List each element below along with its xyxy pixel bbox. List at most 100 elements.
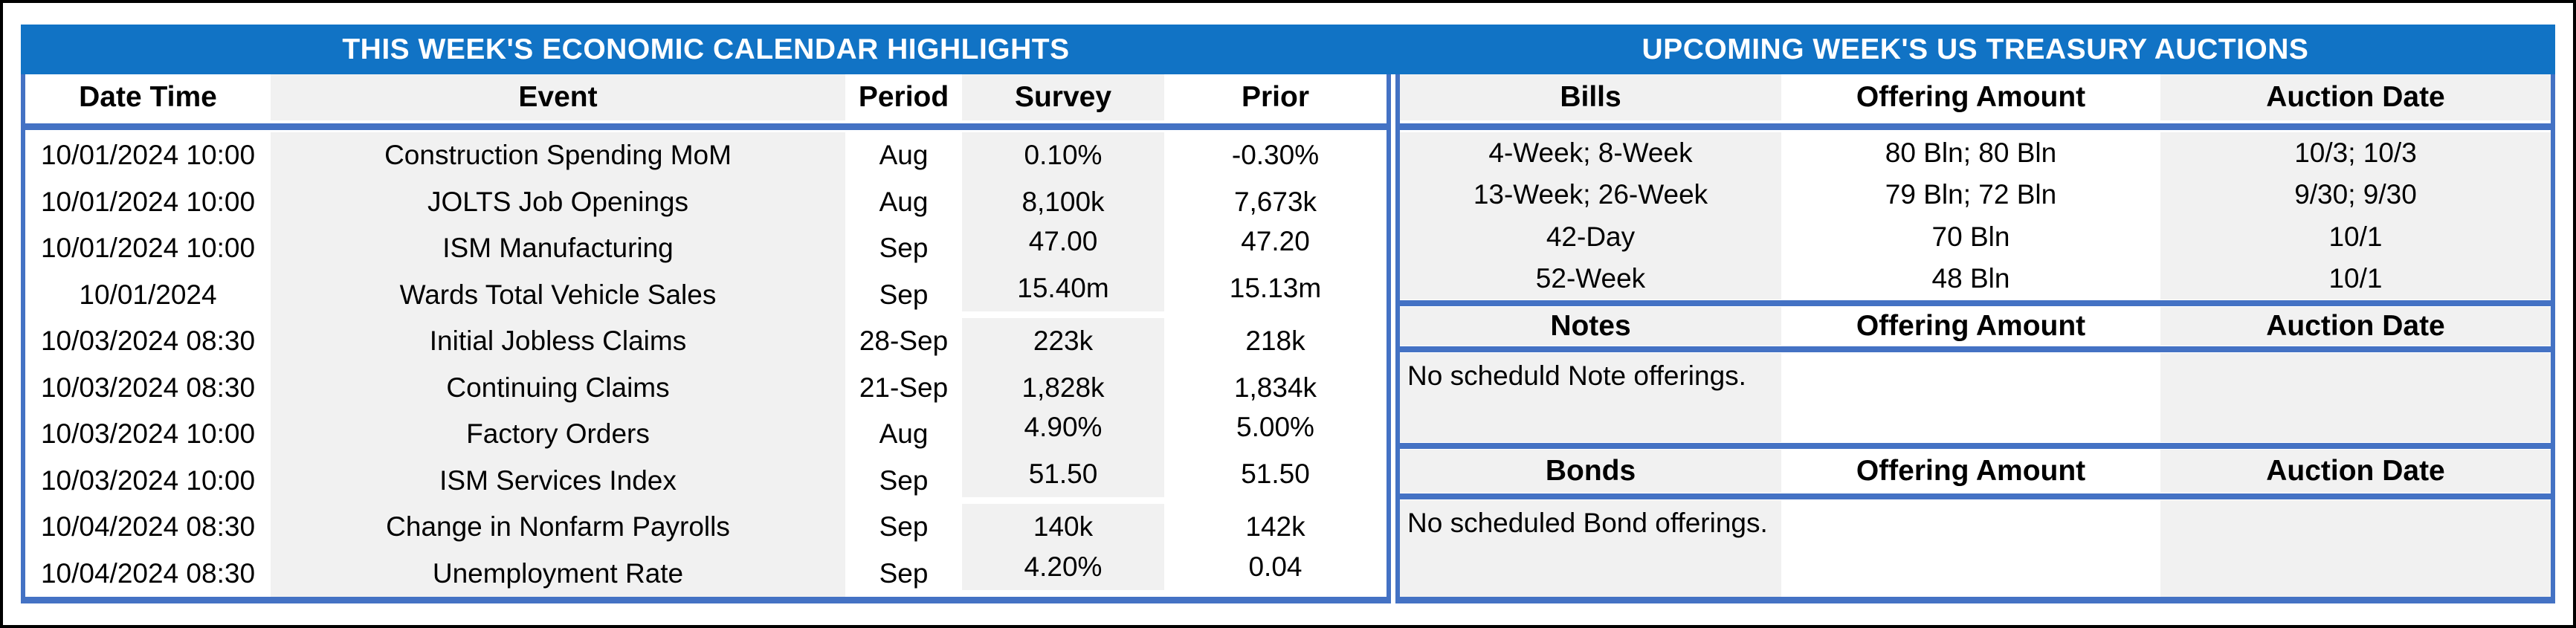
survey-cell: 4.20% bbox=[962, 543, 1164, 590]
prior-cell: 1,834k bbox=[1233, 372, 1317, 403]
period-cell: Sep bbox=[879, 233, 929, 264]
bills-row: 42-Day 70 Bln 10/1 bbox=[1400, 216, 2551, 258]
calendar-row: 10/03/2024 08:30 Initial Jobless Claims … bbox=[25, 318, 1387, 365]
bill-term-cell: 52-Week bbox=[1400, 257, 1781, 300]
date-time-cell: 10/04/2024 08:30 bbox=[40, 511, 256, 543]
event-cell: JOLTS Job Openings bbox=[271, 178, 845, 225]
date-time-cell: 10/03/2024 10:00 bbox=[40, 418, 256, 450]
section-divider-line bbox=[1400, 493, 2551, 499]
date-time-cell: 10/04/2024 08:30 bbox=[40, 557, 256, 589]
column-header-notes: Notes bbox=[1400, 307, 1781, 346]
header-divider-line bbox=[1400, 123, 2551, 130]
column-header-auction-date: Auction Date bbox=[2160, 307, 2551, 346]
divider-gap bbox=[25, 120, 1387, 123]
offering-amount-cell: 80 Bln; 80 Bln bbox=[1885, 137, 2057, 169]
offering-amount-cell bbox=[1781, 353, 2160, 442]
calendar-row: 10/04/2024 08:30 Change in Nonfarm Payro… bbox=[25, 504, 1387, 551]
calendar-rows: 10/01/2024 10:00 Construction Spending M… bbox=[25, 132, 1387, 597]
auctions-title: UPCOMING WEEK'S US TREASURY AUCTIONS bbox=[1642, 33, 2309, 65]
bills-header-row: Bills Offering Amount Auction Date bbox=[1400, 74, 2551, 120]
bill-term-cell: 13-Week; 26-Week bbox=[1400, 174, 1781, 216]
date-time-cell: 10/03/2024 10:00 bbox=[40, 464, 256, 496]
bonds-message-cell: No scheduled Bond offerings. bbox=[1400, 500, 1781, 597]
period-cell: Sep bbox=[879, 279, 929, 310]
column-header-offering-amount: Offering Amount bbox=[1856, 310, 2086, 342]
calendar-header-row: Date Time Event Period Survey Prior bbox=[25, 74, 1387, 120]
event-cell: Wards Total Vehicle Sales bbox=[271, 271, 845, 318]
calendar-title: THIS WEEK'S ECONOMIC CALENDAR HIGHLIGHTS bbox=[342, 33, 1070, 65]
calendar-row: 10/04/2024 08:30 Unemployment Rate Sep 4… bbox=[25, 543, 1387, 597]
prior-cell: 142k bbox=[1245, 511, 1305, 543]
survey-cell: 223k bbox=[962, 318, 1164, 365]
bill-term-cell: 4-Week; 8-Week bbox=[1400, 132, 1781, 175]
treasury-auctions-table: Bills Offering Amount Auction Date 4-Wee… bbox=[1395, 74, 2555, 603]
prior-cell: 15.13m bbox=[1229, 272, 1322, 303]
survey-cell: 1,828k bbox=[962, 364, 1164, 411]
calendar-row: 10/01/2024 10:00 Construction Spending M… bbox=[25, 132, 1387, 179]
event-cell: Unemployment Rate bbox=[271, 550, 845, 597]
event-cell: Change in Nonfarm Payrolls bbox=[271, 504, 845, 551]
survey-cell: 4.90% bbox=[962, 404, 1164, 451]
period-cell: Aug bbox=[879, 140, 929, 171]
column-header-date-time: Date Time bbox=[79, 81, 217, 113]
date-time-cell: 10/03/2024 08:30 bbox=[40, 326, 256, 357]
column-header-auction-date: Auction Date bbox=[2160, 74, 2551, 120]
bills-row: 13-Week; 26-Week 79 Bln; 72 Bln 9/30; 9/… bbox=[1400, 174, 2551, 216]
calendar-row: 10/01/2024 Wards Total Vehicle Sales Sep… bbox=[25, 265, 1387, 318]
divider-gap bbox=[25, 130, 1387, 132]
offering-amount-cell: 79 Bln; 72 Bln bbox=[1885, 179, 2057, 210]
column-header-event: Event bbox=[271, 74, 845, 120]
date-time-cell: 10/01/2024 bbox=[79, 279, 217, 310]
period-cell: Sep bbox=[879, 464, 929, 496]
prior-cell: 5.00% bbox=[1236, 412, 1314, 443]
auction-date-cell: 10/1 bbox=[2160, 216, 2551, 258]
column-header-offering-amount: Offering Amount bbox=[1856, 81, 2086, 113]
survey-cell: 15.40m bbox=[962, 265, 1164, 311]
period-cell: Aug bbox=[879, 418, 929, 450]
auction-date-cell: 10/3; 10/3 bbox=[2160, 132, 2551, 175]
prior-cell: -0.30% bbox=[1231, 140, 1320, 171]
auction-date-cell bbox=[2160, 500, 2551, 597]
table-bottom-border bbox=[25, 597, 1387, 603]
offering-amount-cell: 70 Bln bbox=[1931, 221, 2010, 252]
auction-date-cell bbox=[2160, 353, 2551, 442]
bill-term-cell: 42-Day bbox=[1400, 216, 1781, 258]
period-cell: 21-Sep bbox=[859, 372, 949, 403]
column-header-period: Period bbox=[858, 81, 949, 113]
survey-cell: 51.50 bbox=[962, 450, 1164, 497]
survey-cell: 8,100k bbox=[962, 178, 1164, 225]
bills-rows: 4-Week; 8-Week 80 Bln; 80 Bln 10/3; 10/3… bbox=[1400, 132, 2551, 300]
bills-row: 4-Week; 8-Week 80 Bln; 80 Bln 10/3; 10/3 bbox=[1400, 132, 2551, 175]
period-cell: Aug bbox=[879, 186, 929, 217]
calendar-row: 10/03/2024 10:00 Factory Orders Aug 4.90… bbox=[25, 404, 1387, 458]
table-bottom-border bbox=[1400, 597, 2551, 603]
notes-message-row: No scheduld Note offerings. bbox=[1400, 353, 2551, 442]
survey-cell: 0.10% bbox=[962, 132, 1164, 179]
column-header-prior: Prior bbox=[1241, 81, 1310, 113]
period-cell: Sep bbox=[879, 511, 929, 543]
event-cell: Continuing Claims bbox=[271, 364, 845, 411]
prior-cell: 218k bbox=[1245, 326, 1305, 357]
header-divider-line bbox=[25, 123, 1387, 130]
event-cell: Factory Orders bbox=[271, 411, 845, 458]
section-divider-line bbox=[1400, 443, 2551, 449]
calendar-row: 10/03/2024 10:00 ISM Services Index Sep … bbox=[25, 450, 1387, 504]
column-header-survey: Survey bbox=[962, 74, 1164, 120]
column-header-offering-amount: Offering Amount bbox=[1856, 455, 2086, 487]
prior-cell: 47.20 bbox=[1241, 226, 1310, 257]
date-time-cell: 10/01/2024 10:00 bbox=[40, 140, 256, 171]
calendar-row: 10/01/2024 10:00 JOLTS Job Openings Aug … bbox=[25, 178, 1387, 225]
date-time-cell: 10/01/2024 10:00 bbox=[40, 186, 256, 217]
prior-cell: 0.04 bbox=[1248, 551, 1302, 582]
period-cell: Sep bbox=[879, 557, 929, 589]
prior-cell: 7,673k bbox=[1233, 186, 1317, 217]
column-header-bonds: Bonds bbox=[1400, 450, 1781, 493]
column-header-bills: Bills bbox=[1400, 74, 1781, 120]
section-divider-line bbox=[1400, 300, 2551, 306]
offering-amount-cell bbox=[1781, 500, 2160, 597]
bonds-header-row: Bonds Offering Amount Auction Date bbox=[1400, 450, 2551, 493]
auction-date-cell: 9/30; 9/30 bbox=[2160, 174, 2551, 216]
event-cell: Initial Jobless Claims bbox=[271, 318, 845, 365]
calendar-row: 10/01/2024 10:00 ISM Manufacturing Sep 4… bbox=[25, 218, 1387, 272]
